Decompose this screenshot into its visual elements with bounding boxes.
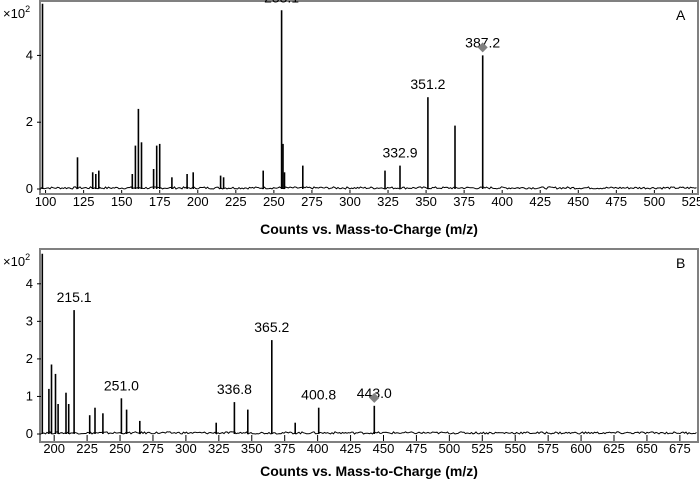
- x-tick-label: 375: [453, 194, 475, 209]
- x-tick-label: 275: [301, 194, 323, 209]
- precursor-diamond-marker: [369, 392, 380, 403]
- peak-label: 443.0: [357, 385, 392, 401]
- x-tick-label: 200: [43, 441, 65, 456]
- x-tick-label: 500: [644, 194, 666, 209]
- panel-b-y-axis: 0 1 2 3 4: [26, 276, 41, 441]
- peak-label: 400.8: [301, 387, 336, 403]
- panel-a-y-scale: ×102: [3, 4, 30, 21]
- x-tick-label: 400: [307, 441, 329, 456]
- panel-a-letter: A: [676, 7, 686, 23]
- baseline-noise-trace: [40, 186, 697, 190]
- panel-b-y-scale: ×102: [3, 252, 30, 269]
- x-tick-label: 650: [636, 441, 658, 456]
- x-tick-label: 225: [225, 194, 247, 209]
- peak-label: 215.1: [57, 289, 92, 305]
- y-tick-label: 3: [26, 313, 33, 328]
- panel-a-baseline: [40, 186, 697, 190]
- precursor-diamond-marker: [477, 42, 488, 53]
- peak-label: 251.0: [104, 377, 139, 393]
- y-tick-label: 4: [26, 47, 33, 62]
- panel-b-baseline: [40, 431, 697, 435]
- x-tick-label: 300: [175, 441, 197, 456]
- panel-b-peaks: [41, 253, 376, 434]
- x-tick-label: 150: [111, 194, 133, 209]
- x-tick-label: 175: [149, 194, 171, 209]
- x-tick-label: 350: [415, 194, 437, 209]
- y-tick-label: 0: [26, 426, 33, 441]
- panel-b-frame: [39, 248, 699, 443]
- panel-a-peaks: [41, 3, 484, 189]
- y-tick-label: 0: [26, 181, 33, 196]
- x-tick-label: 675: [669, 441, 691, 456]
- x-tick-label: 375: [274, 441, 296, 456]
- x-tick-label: 550: [504, 441, 526, 456]
- peak-label: 351.2: [410, 76, 445, 92]
- panel-a-frame: [39, 0, 699, 195]
- x-tick-label: 450: [373, 441, 395, 456]
- peak-label: 336.8: [217, 381, 252, 397]
- x-tick-label: 275: [142, 441, 164, 456]
- x-tick-label: 475: [605, 194, 627, 209]
- panel-a-x-axis: 100 125 150 175 200 225 250 275 300 325 350 375 400 4…: [35, 190, 700, 209]
- spectrum-panel-a: ×102 A 255.1 332.9 351.2 387.2 100 125 150 175…: [3, 0, 700, 237]
- y-tick-label: 2: [26, 351, 33, 366]
- x-tick-label: 125: [73, 194, 95, 209]
- x-tick-label: 425: [529, 194, 551, 209]
- peak-label: 255.1: [264, 0, 299, 5]
- x-tick-label: 575: [537, 441, 559, 456]
- panel-b-letter: B: [676, 255, 685, 271]
- peak-label: 332.9: [382, 145, 417, 161]
- x-tick-label: 600: [570, 441, 592, 456]
- panel-b-x-axis: 200 225 250 275 300 325 350 375 400 425 450 475 500 5…: [43, 435, 691, 456]
- x-tick-label: 475: [406, 441, 428, 456]
- x-tick-label: 200: [187, 194, 209, 209]
- peak-label: 365.2: [254, 319, 289, 335]
- baseline-noise-trace: [40, 431, 697, 435]
- panel-b-annotations: 215.1 251.0 336.8 365.2 400.8 443.0: [57, 289, 392, 403]
- peak-label: 387.2: [465, 34, 500, 50]
- x-tick-label: 400: [491, 194, 513, 209]
- x-tick-label: 325: [208, 441, 230, 456]
- x-tick-label: 525: [471, 441, 493, 456]
- x-tick-label: 350: [241, 441, 263, 456]
- panel-b-x-axis-title: Counts vs. Mass-to-Charge (m/z): [260, 463, 478, 479]
- x-tick-label: 525: [682, 194, 700, 209]
- y-tick-label: 4: [26, 276, 33, 291]
- x-tick-label: 450: [567, 194, 589, 209]
- x-tick-label: 300: [339, 194, 361, 209]
- x-tick-label: 425: [340, 441, 362, 456]
- y-tick-label: 1: [26, 388, 33, 403]
- x-tick-label: 225: [76, 441, 98, 456]
- x-tick-label: 250: [109, 441, 131, 456]
- x-tick-label: 625: [603, 441, 625, 456]
- panel-a-annotations: 255.1 332.9 351.2 387.2: [264, 0, 500, 161]
- x-tick-label: 325: [377, 194, 399, 209]
- panel-a-x-axis-title: Counts vs. Mass-to-Charge (m/z): [260, 221, 478, 237]
- x-tick-label: 100: [35, 194, 57, 209]
- x-tick-label: 250: [263, 194, 285, 209]
- panel-a-y-axis: 0 2 4: [26, 47, 41, 196]
- x-tick-label: 500: [439, 441, 461, 456]
- y-tick-label: 2: [26, 114, 33, 129]
